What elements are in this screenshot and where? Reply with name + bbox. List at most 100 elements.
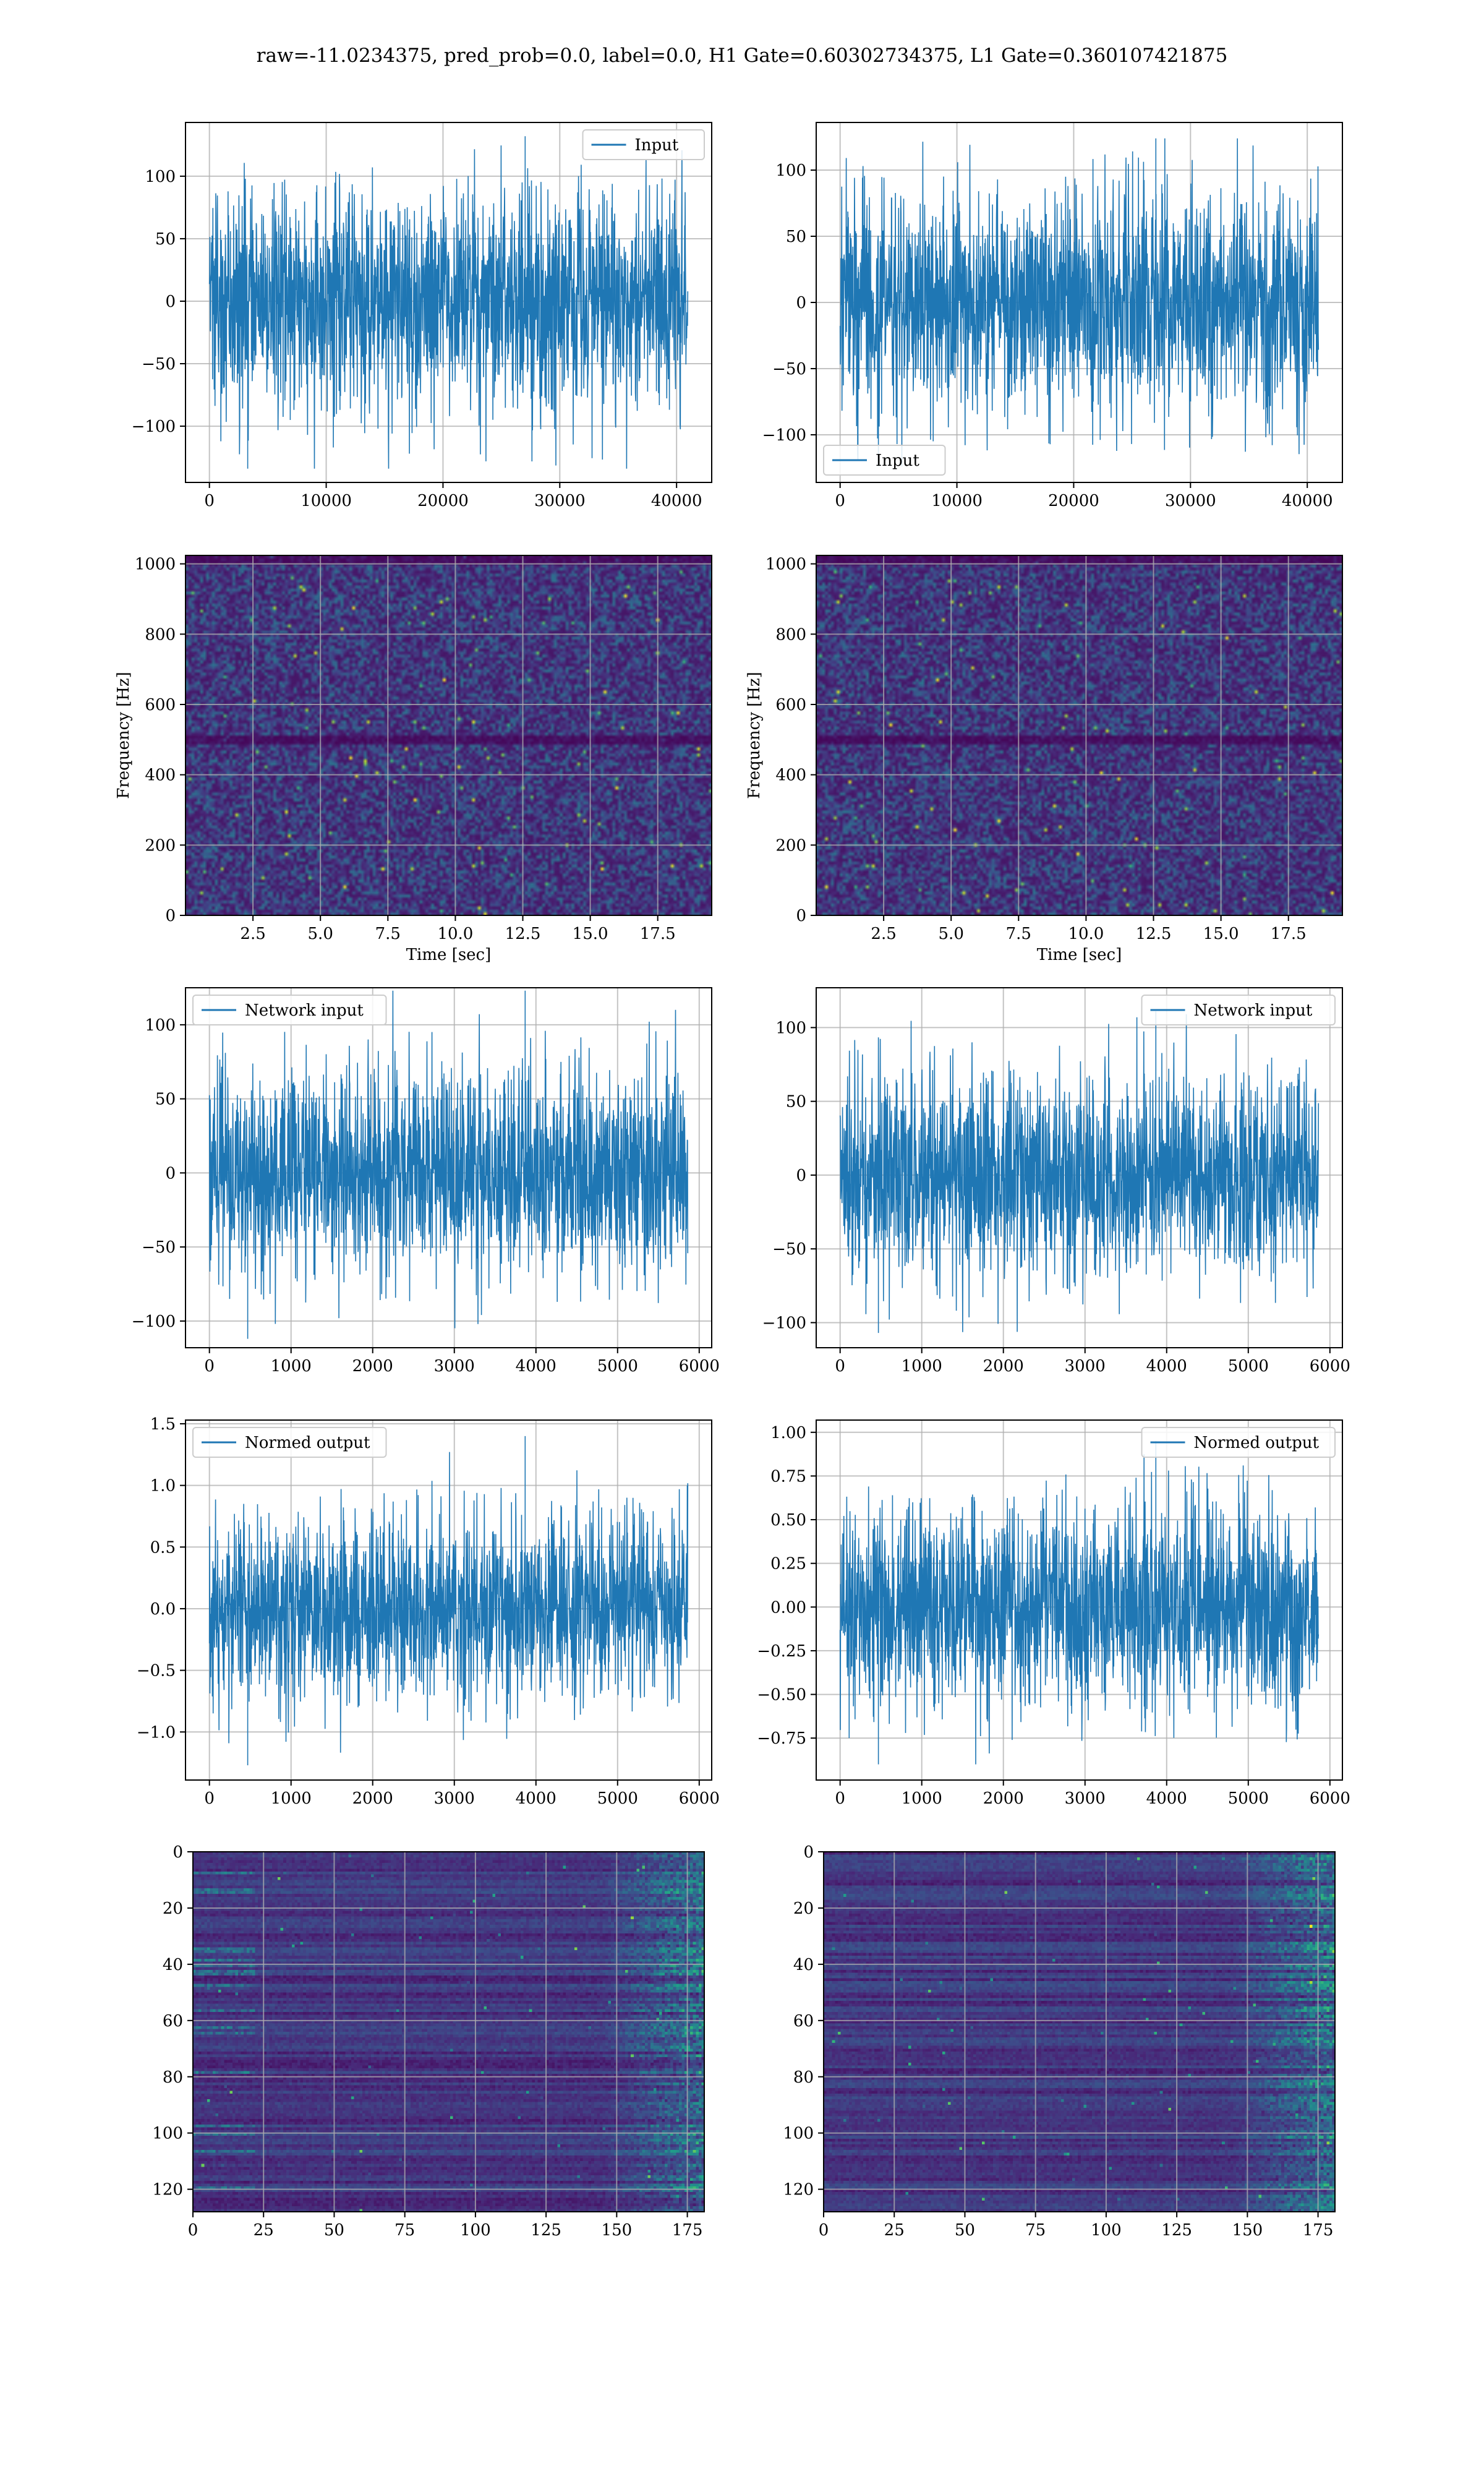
x-tick-label: 30000 [534,492,586,510]
y-tick-label: 100 [145,1016,176,1035]
x-tick-label: 7.5 [1006,925,1031,943]
legend: Input [823,445,946,476]
legend-label: Normed output [245,1434,370,1452]
x-tick-label: 6000 [1310,1357,1350,1376]
legend-box [1141,1427,1336,1458]
y-tick-label: 1000 [765,555,806,574]
x-tick-label: 0 [835,492,845,510]
x-tick-label: 1000 [902,1789,942,1808]
y-tick-label: 100 [145,168,176,186]
x-tick-label: 17.5 [1271,925,1307,943]
y-tick-label: 120 [152,2181,183,2199]
x-tick-label: 0 [819,2221,829,2240]
y-tick-label: 50 [786,1093,806,1111]
x-tick-label: 5000 [597,1357,638,1376]
panel-normed-output-h1: 0 1000 2000 3000 4000 5000 6000 −1.0 −0.5 0.0 0.5 1… [137,1415,720,1808]
panel-spectrogram-l1: 2.5 5.0 7.5 10.0 12.5 15.0 17.5 0 200 400 600 800 10… [745,555,1343,964]
legend: Normed output [1141,1427,1336,1458]
axes-frame-top [816,122,1343,483]
x-tick-label: 5.0 [308,925,333,943]
y-tick-label: −1.0 [137,1723,176,1742]
x-tick-label: 2.5 [871,925,896,943]
x-tick-label: 175 [672,2221,703,2240]
y-tick-label: 0 [165,293,176,311]
y-tick-label: −0.50 [757,1686,806,1705]
y-tick-label: 800 [775,625,806,644]
x-tick-label: 125 [1161,2221,1192,2240]
axes: 0 25 50 75 100 125 150 175 0 20 40 60 80 100 120 [783,1843,1336,2240]
x-tick-label: 4000 [1146,1357,1187,1376]
panel-feature-map-l1: 0 25 50 75 100 125 150 175 0 20 40 60 80 100 120 [783,1843,1336,2240]
y-tick-label: 0 [165,1164,176,1183]
axes-frame-top [816,987,1343,1348]
series-line [208,136,689,469]
x-tick-label: 6000 [679,1357,720,1376]
y-tick-label: 400 [775,766,806,785]
heatmap-image [186,555,712,915]
y-tick-label: 1.5 [150,1415,176,1434]
legend: Normed output [192,1427,387,1458]
x-tick-label: 0 [835,1357,845,1376]
y-tick-label: −100 [762,1314,806,1332]
y-tick-label: 0 [796,907,806,925]
legend-label: Normed output [1194,1434,1320,1452]
x-tick-label: 7.5 [375,925,401,943]
x-tick-label: 2.5 [240,925,265,943]
x-tick-label: 75 [1025,2221,1046,2240]
x-tick-label: 15.0 [1203,925,1239,943]
panel-network-input-l1: 0 1000 2000 3000 4000 5000 6000 −100 −50 0 50 100 Ne… [762,987,1350,1376]
y-tick-label: 1000 [135,555,176,574]
x-tick-label: 20000 [1048,492,1099,510]
y-tick-label: −50 [142,355,176,374]
x-tick-label: 20000 [417,492,469,510]
series-line [839,1011,1320,1333]
axes: 0 25 50 75 100 125 150 175 0 20 40 60 80 100 120 [152,1843,705,2240]
x-tick-label: 10000 [301,492,352,510]
x-tick-label: 12.5 [1136,925,1172,943]
x-tick-label: 17.5 [640,925,676,943]
y-tick-label: 20 [163,1899,183,1918]
y-tick-label: 0 [803,1843,814,1862]
x-tick-label: 1000 [271,1357,312,1376]
x-tick-label: 0 [204,1357,215,1376]
x-tick-label: 5000 [1228,1789,1269,1808]
axes: 2.5 5.0 7.5 10.0 12.5 15.0 17.5 0 200 400 600 800 10… [114,555,712,964]
axes-frame [823,1851,1336,2212]
y-tick-label: −100 [132,1312,176,1331]
x-tick-label: 3000 [1065,1789,1106,1808]
y-tick-label: 0 [165,907,176,925]
y-tick-label: 0.50 [770,1511,806,1530]
x-tick-label: 15.0 [573,925,608,943]
x-tick-label: 0 [204,492,215,510]
legend-label: Input [876,452,919,470]
y-tick-label: 1.00 [770,1424,806,1442]
x-tick-label: 3000 [1065,1357,1106,1376]
y-tick-label: 80 [163,2068,183,2087]
y-tick-label: 400 [145,766,176,785]
x-tick-label: 3000 [434,1357,475,1376]
panel-input-l1: 0 10000 20000 30000 40000 −100 −50 0 50 100 Input [762,122,1343,510]
y-tick-label: 100 [783,2125,814,2143]
y-tick-label: 0.00 [770,1598,806,1617]
y-tick-label: −50 [772,1240,806,1259]
y-tick-label: 600 [775,696,806,714]
x-tick-label: 5000 [1228,1357,1269,1376]
y-tick-label: −100 [762,426,806,445]
series-line [839,1440,1320,1765]
x-tick-label: 12.5 [505,925,541,943]
x-tick-label: 4000 [516,1789,556,1808]
axes-frame-top [185,1419,712,1781]
legend-label: Input [635,136,679,155]
x-tick-label: 25 [254,2221,274,2240]
x-tick-label: 6000 [679,1789,720,1808]
x-tick-label: 0 [188,2221,198,2240]
heatmap-image [193,1852,704,2212]
series-line [839,138,1320,467]
axes-frame [185,555,712,916]
y-tick-label: 60 [793,2012,814,2031]
y-tick-label: −0.75 [757,1729,806,1748]
x-tick-label: 5.0 [939,925,964,943]
y-tick-label: 50 [155,1090,176,1109]
axes-frame-top [185,987,712,1348]
